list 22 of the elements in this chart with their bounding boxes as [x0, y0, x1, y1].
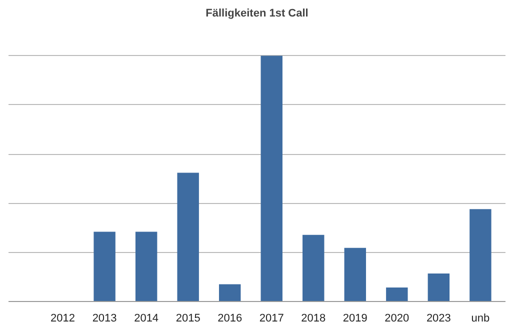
x-tick-label: 2014	[134, 312, 159, 324]
x-tick-label: 2023	[426, 312, 451, 324]
bar	[177, 172, 199, 302]
bar	[260, 56, 282, 302]
x-tick-label: 2019	[342, 312, 368, 324]
bar	[94, 232, 116, 302]
bar	[470, 209, 492, 302]
x-tick-label: 2016	[218, 312, 242, 324]
x-tick-label: 2020	[384, 312, 410, 324]
x-tick-label: unb	[471, 312, 490, 324]
bar	[302, 234, 324, 302]
bar	[386, 287, 408, 302]
x-tick-label: 2012	[50, 312, 76, 324]
x-tick-label: 2013	[92, 312, 117, 324]
x-tick-label: 2017	[259, 312, 284, 324]
x-tick-label: 2015	[176, 312, 200, 324]
bar	[218, 284, 241, 302]
bar	[344, 248, 366, 302]
bar	[428, 273, 450, 302]
chart-title: Fälligkeiten 1st Call	[206, 8, 308, 20]
x-tick-label: 2018	[301, 312, 326, 324]
bar	[135, 232, 158, 302]
